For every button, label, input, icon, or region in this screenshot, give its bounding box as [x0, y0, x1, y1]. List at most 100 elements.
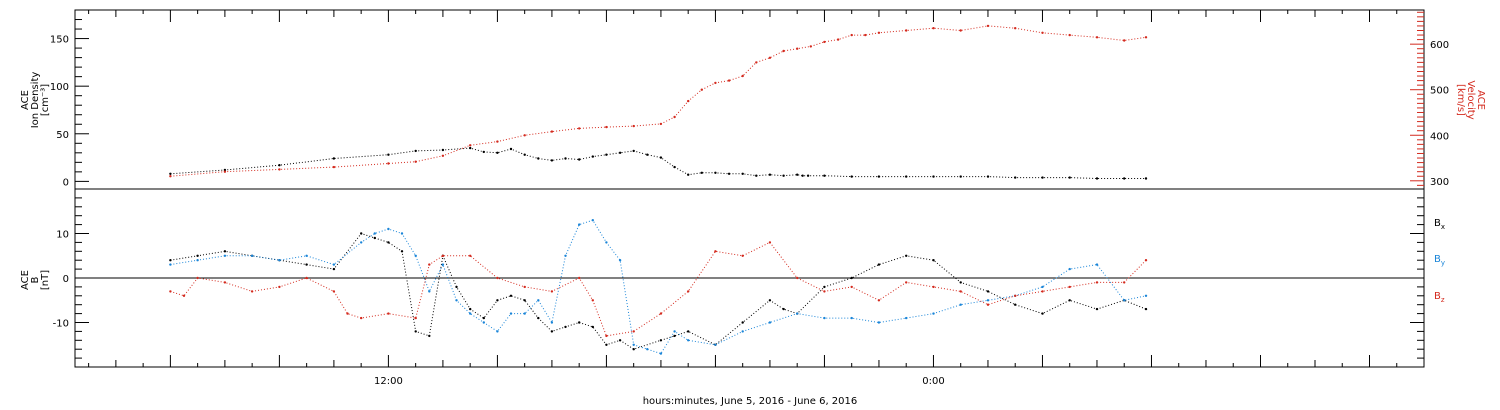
bx-point [877, 263, 881, 266]
density-point [755, 174, 758, 177]
by-point [441, 263, 445, 266]
bz-point [714, 250, 717, 253]
bx-point [659, 339, 663, 342]
velocity-point [673, 115, 676, 119]
bz-point [1014, 294, 1017, 297]
density-point [714, 171, 717, 174]
velocity-point [387, 162, 390, 165]
density-point [1014, 176, 1017, 179]
bz-point [250, 290, 254, 293]
bx-point [550, 330, 554, 333]
bx-trace [170, 232, 1147, 350]
by-point [523, 312, 526, 315]
velocity-point [169, 175, 172, 178]
by-point [1123, 299, 1126, 302]
field-legend: Bx By Bz [1434, 218, 1445, 304]
bx-point [618, 339, 622, 342]
density-point [414, 149, 417, 153]
time-axis: 12:00 0:00 hours:minutes, June 5, 2016 - … [88, 10, 1398, 407]
by-point [537, 299, 540, 302]
by-point [632, 343, 635, 346]
by-point [305, 254, 308, 257]
bz-point [1041, 290, 1044, 293]
bx-point [1041, 312, 1044, 315]
density-point [673, 165, 676, 169]
bx-point [223, 250, 227, 253]
bz-point [741, 254, 744, 257]
by-point [591, 219, 594, 222]
field-axis-label-line-2: B [30, 276, 41, 283]
density-point [605, 153, 608, 156]
bz-point [796, 276, 799, 280]
velocity-point [823, 40, 826, 44]
by-point [578, 223, 581, 226]
by-point [1144, 294, 1148, 297]
density-point [959, 175, 962, 178]
velocity-point [332, 165, 336, 169]
legend-bx: Bx [1434, 218, 1445, 231]
velocity-point [782, 49, 785, 53]
density-point [441, 148, 445, 152]
field-tick-label: 10 [56, 230, 69, 241]
velocity-point [550, 130, 554, 133]
bz-point [523, 285, 526, 289]
bx-point [400, 250, 404, 253]
bx-point [823, 285, 826, 289]
by-point [850, 316, 853, 320]
density-point [905, 175, 908, 178]
velocity-point [877, 31, 881, 34]
density-point [782, 174, 785, 177]
bz-point [905, 281, 908, 284]
by-point [905, 316, 908, 320]
by-point [1095, 263, 1099, 266]
density-point [469, 146, 472, 150]
bz-point [414, 316, 417, 320]
field-axis-label-line-3: [nT] [40, 270, 51, 290]
density-point [332, 157, 336, 160]
density-tick-label: 0 [63, 177, 69, 188]
by-point [196, 259, 199, 262]
velocity-point [905, 29, 908, 32]
velocity-tick-label: 400 [1430, 131, 1449, 142]
by-point [687, 339, 690, 342]
density-point [496, 151, 499, 154]
density-tick-label: 50 [56, 130, 69, 141]
density-point [523, 153, 526, 156]
velocity-tick-label: 500 [1430, 86, 1449, 97]
velocity-point [727, 79, 731, 82]
by-point [823, 316, 826, 320]
velocity-point [1014, 27, 1017, 30]
time-tick-label: 12:00 [374, 376, 403, 387]
by-point [250, 254, 254, 257]
velocity-point [864, 33, 867, 37]
velocity-point [1041, 31, 1044, 34]
bx-point [196, 254, 199, 257]
bz-point [223, 281, 227, 284]
velocity-point [809, 45, 812, 48]
by-trace [170, 219, 1147, 355]
by-point [986, 299, 990, 302]
bz-point [182, 294, 186, 297]
bx-point [360, 232, 363, 235]
velocity-trace [170, 25, 1147, 177]
velocity-point [414, 160, 417, 163]
density-point [1068, 176, 1071, 179]
bx-point [605, 343, 608, 346]
by-point [360, 241, 363, 244]
velocity-point [578, 127, 581, 130]
density-point [659, 156, 663, 159]
bx-point [469, 307, 472, 311]
bz-point [605, 334, 608, 338]
bx-point [632, 348, 635, 351]
density-trace [170, 147, 1146, 179]
density-point [618, 151, 622, 154]
by-point [796, 312, 799, 315]
velocity-point [1068, 33, 1071, 37]
velocity-point [850, 33, 853, 37]
bx-point [768, 299, 772, 302]
time-axis-title: hours:minutes, June 5, 2016 - June 6, 20… [643, 396, 858, 407]
velocity-point [632, 124, 635, 128]
velocity-axis-label-line-2: Velocity [1465, 80, 1476, 119]
bz-point [387, 312, 390, 315]
bx-point [673, 334, 676, 338]
